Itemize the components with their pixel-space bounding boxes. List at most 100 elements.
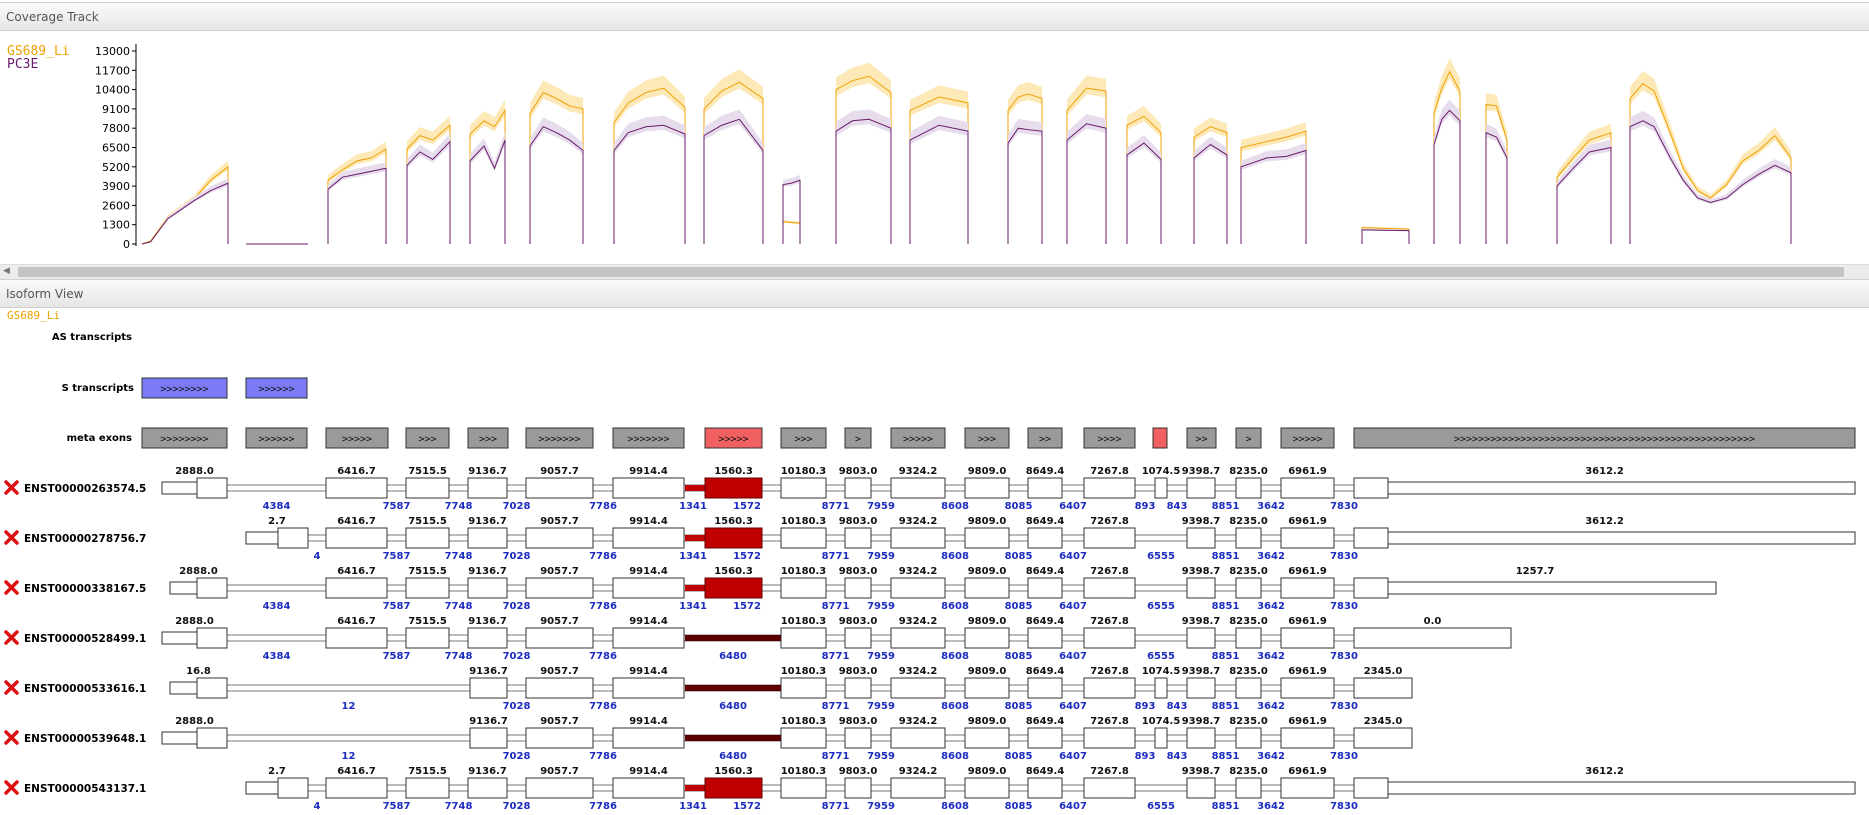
exon[interactable] (1280, 777, 1335, 799)
meta-exon[interactable] (405, 427, 450, 449)
exon[interactable] (890, 727, 946, 749)
exon[interactable] (1353, 577, 1389, 599)
exon[interactable] (325, 477, 388, 499)
exon[interactable] (277, 777, 309, 799)
exon[interactable] (780, 777, 827, 799)
exon[interactable] (890, 777, 946, 799)
exon[interactable] (1186, 777, 1216, 799)
meta-exon[interactable] (141, 427, 228, 449)
remove-transcript-icon[interactable] (4, 580, 19, 595)
exon[interactable] (1027, 577, 1063, 599)
exon[interactable] (1186, 677, 1216, 699)
exon[interactable] (1027, 477, 1063, 499)
exon[interactable] (1083, 627, 1136, 649)
exon[interactable] (964, 777, 1010, 799)
meta-exon-highlighted[interactable] (704, 427, 763, 449)
exon[interactable] (1186, 627, 1216, 649)
meta-exon[interactable] (245, 427, 308, 449)
meta-exon[interactable] (325, 427, 389, 449)
exon[interactable] (467, 477, 508, 499)
exon[interactable] (612, 477, 685, 499)
exon[interactable] (1027, 727, 1063, 749)
exon[interactable] (469, 677, 508, 699)
exon[interactable] (1186, 577, 1216, 599)
exon[interactable] (525, 777, 594, 799)
exon-utr[interactable] (161, 631, 198, 645)
exon[interactable] (704, 777, 763, 799)
exon[interactable] (467, 627, 508, 649)
exon[interactable] (525, 677, 594, 699)
exon[interactable] (525, 477, 594, 499)
meta-exon[interactable] (1353, 427, 1856, 449)
exon[interactable] (1027, 677, 1063, 699)
exon-utr[interactable] (161, 731, 198, 745)
exon[interactable] (405, 577, 450, 599)
exon[interactable] (1027, 627, 1063, 649)
exon[interactable] (1083, 727, 1136, 749)
exon[interactable] (196, 477, 228, 499)
exon[interactable] (196, 727, 228, 749)
exon[interactable] (525, 627, 594, 649)
exon[interactable] (612, 627, 685, 649)
s-transcript-block[interactable] (245, 377, 308, 399)
exon[interactable] (964, 577, 1010, 599)
exon[interactable] (1083, 777, 1136, 799)
exon[interactable] (1353, 677, 1413, 699)
exon[interactable] (844, 627, 872, 649)
scroll-left-arrow-icon[interactable]: ◀ (3, 266, 10, 276)
exon[interactable] (196, 627, 228, 649)
exon[interactable] (890, 627, 946, 649)
exon[interactable] (890, 677, 946, 699)
exon[interactable] (964, 727, 1010, 749)
exon[interactable] (1235, 577, 1262, 599)
exon[interactable] (890, 527, 946, 549)
exon[interactable] (467, 527, 508, 549)
exon-utr[interactable] (245, 781, 279, 795)
exon[interactable] (1353, 477, 1389, 499)
exon[interactable] (1353, 777, 1389, 799)
s-transcript-block[interactable] (141, 377, 228, 399)
exon[interactable] (1154, 727, 1168, 749)
meta-exon[interactable] (1280, 427, 1335, 449)
exon[interactable] (704, 577, 763, 599)
meta-exon[interactable] (612, 427, 685, 449)
exon[interactable] (1280, 477, 1335, 499)
exon[interactable] (1235, 477, 1262, 499)
exon[interactable] (1353, 627, 1512, 649)
exon[interactable] (964, 627, 1010, 649)
exon[interactable] (1186, 527, 1216, 549)
exon[interactable] (1353, 727, 1413, 749)
exon[interactable] (1235, 527, 1262, 549)
exon-utr[interactable] (1387, 581, 1717, 595)
exon[interactable] (1154, 677, 1168, 699)
exon[interactable] (612, 677, 685, 699)
exon[interactable] (844, 477, 872, 499)
meta-exon[interactable] (467, 427, 509, 449)
exon[interactable] (196, 577, 228, 599)
exon[interactable] (780, 677, 827, 699)
meta-exon[interactable] (1186, 427, 1217, 449)
exon[interactable] (964, 677, 1010, 699)
exon[interactable] (780, 527, 827, 549)
exon[interactable] (469, 727, 508, 749)
exon[interactable] (890, 477, 946, 499)
exon[interactable] (467, 577, 508, 599)
exon-highlighted[interactable] (704, 777, 763, 799)
scroll-thumb[interactable] (18, 267, 1844, 277)
exon[interactable] (196, 677, 228, 699)
exon[interactable] (325, 527, 388, 549)
exon[interactable] (964, 527, 1010, 549)
exon[interactable] (1027, 777, 1063, 799)
exon[interactable] (704, 477, 763, 499)
exon[interactable] (964, 477, 1010, 499)
exon-highlighted[interactable] (704, 527, 763, 549)
exon-utr[interactable] (169, 681, 198, 695)
exon[interactable] (1027, 527, 1063, 549)
exon[interactable] (1280, 727, 1335, 749)
exon[interactable] (1186, 477, 1216, 499)
exon[interactable] (325, 777, 388, 799)
exon[interactable] (1235, 677, 1262, 699)
exon[interactable] (1083, 477, 1136, 499)
meta-exon[interactable] (1235, 427, 1262, 449)
meta-exon[interactable] (844, 427, 872, 449)
